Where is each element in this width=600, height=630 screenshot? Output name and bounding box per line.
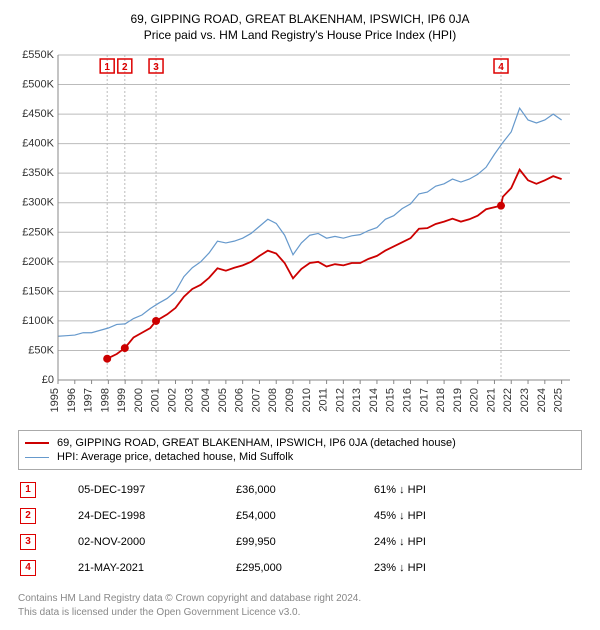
transaction-price: £295,000 (228, 556, 364, 580)
svg-text:2019: 2019 (452, 388, 464, 412)
transaction-delta: 61% ↓ HPI (366, 478, 588, 502)
svg-text:1998: 1998 (99, 388, 111, 412)
svg-text:2014: 2014 (368, 388, 380, 412)
svg-text:£150K: £150K (22, 285, 54, 297)
transaction-delta: 24% ↓ HPI (366, 530, 588, 554)
svg-text:1999: 1999 (116, 388, 128, 412)
legend-label: 69, GIPPING ROAD, GREAT BLAKENHAM, IPSWI… (57, 437, 456, 449)
svg-text:£100K: £100K (22, 315, 54, 327)
transaction-marker: 2 (20, 508, 36, 524)
legend: 69, GIPPING ROAD, GREAT BLAKENHAM, IPSWI… (18, 430, 582, 470)
svg-text:2006: 2006 (234, 388, 246, 412)
title-block: 69, GIPPING ROAD, GREAT BLAKENHAM, IPSWI… (10, 12, 590, 42)
svg-text:2018: 2018 (435, 388, 447, 412)
transaction-marker: 4 (20, 560, 36, 576)
svg-text:£550K: £550K (22, 50, 54, 61)
svg-text:2023: 2023 (519, 388, 531, 412)
svg-text:2010: 2010 (301, 388, 313, 412)
svg-text:£250K: £250K (22, 226, 54, 238)
transactions-table: 1 05-DEC-1997£36,00061% ↓ HPI 2 24-DEC-1998… (10, 476, 590, 582)
svg-text:2001: 2001 (150, 388, 162, 412)
transaction-price: £54,000 (228, 504, 364, 528)
transaction-marker: 1 (20, 482, 36, 498)
svg-text:2007: 2007 (250, 388, 262, 412)
svg-text:2016: 2016 (402, 388, 414, 412)
transaction-date: 24-DEC-1998 (70, 504, 226, 528)
title-sub: Price paid vs. HM Land Registry's House … (10, 28, 590, 42)
transaction-date: 05-DEC-1997 (70, 478, 226, 502)
svg-text:£50K: £50K (28, 344, 54, 356)
transaction-date: 21-MAY-2021 (70, 556, 226, 580)
svg-text:4: 4 (498, 62, 504, 73)
svg-text:£400K: £400K (22, 138, 54, 150)
footer: Contains HM Land Registry data © Crown c… (10, 592, 590, 620)
svg-text:2004: 2004 (200, 388, 212, 412)
svg-text:2012: 2012 (334, 388, 346, 412)
svg-text:2020: 2020 (469, 388, 481, 412)
svg-text:2025: 2025 (553, 388, 565, 412)
svg-text:2008: 2008 (267, 388, 279, 412)
svg-text:1995: 1995 (49, 388, 61, 412)
transaction-delta: 45% ↓ HPI (366, 504, 588, 528)
legend-swatch (25, 442, 49, 444)
title-main: 69, GIPPING ROAD, GREAT BLAKENHAM, IPSWI… (10, 12, 590, 26)
svg-text:2003: 2003 (183, 388, 195, 412)
legend-swatch (25, 457, 49, 458)
legend-label: HPI: Average price, detached house, Mid … (57, 451, 293, 463)
transaction-marker: 3 (20, 534, 36, 550)
legend-row: 69, GIPPING ROAD, GREAT BLAKENHAM, IPSWI… (25, 437, 575, 449)
transaction-row: 2 24-DEC-1998£54,00045% ↓ HPI (12, 504, 588, 528)
svg-text:1: 1 (104, 62, 110, 73)
legend-row: HPI: Average price, detached house, Mid … (25, 451, 575, 463)
svg-text:2011: 2011 (318, 388, 330, 412)
svg-text:2000: 2000 (133, 388, 145, 412)
svg-text:3: 3 (153, 62, 159, 73)
svg-text:£0: £0 (42, 374, 54, 386)
transaction-price: £99,950 (228, 530, 364, 554)
svg-text:2009: 2009 (284, 388, 296, 412)
transaction-row: 4 21-MAY-2021£295,00023% ↓ HPI (12, 556, 588, 580)
svg-text:2024: 2024 (536, 388, 548, 412)
chart-svg: £0 £50K £100K £150K £200K £250K £300K £350K £400… (10, 50, 580, 420)
transaction-row: 3 02-NOV-2000£99,95024% ↓ HPI (12, 530, 588, 554)
transaction-price: £36,000 (228, 478, 364, 502)
svg-text:2017: 2017 (418, 388, 430, 412)
svg-text:£450K: £450K (22, 108, 54, 120)
transaction-date: 02-NOV-2000 (70, 530, 226, 554)
transaction-row: 1 05-DEC-1997£36,00061% ↓ HPI (12, 478, 588, 502)
svg-text:2021: 2021 (485, 388, 497, 412)
svg-text:2015: 2015 (385, 388, 397, 412)
svg-text:1996: 1996 (66, 388, 78, 412)
svg-text:2022: 2022 (502, 388, 514, 412)
transaction-delta: 23% ↓ HPI (366, 556, 588, 580)
svg-text:£350K: £350K (22, 167, 54, 179)
svg-text:£200K: £200K (22, 256, 54, 268)
chart: £0 £50K £100K £150K £200K £250K £300K £350K £400… (10, 50, 590, 420)
svg-text:£300K: £300K (22, 197, 54, 209)
svg-text:2005: 2005 (217, 388, 229, 412)
svg-text:2: 2 (122, 62, 128, 73)
footer-line-1: Contains HM Land Registry data © Crown c… (18, 592, 582, 606)
svg-text:2002: 2002 (167, 388, 179, 412)
svg-text:2013: 2013 (351, 388, 363, 412)
footer-line-2: This data is licensed under the Open Gov… (18, 606, 582, 620)
svg-text:1997: 1997 (83, 388, 95, 412)
svg-text:£500K: £500K (22, 79, 54, 91)
